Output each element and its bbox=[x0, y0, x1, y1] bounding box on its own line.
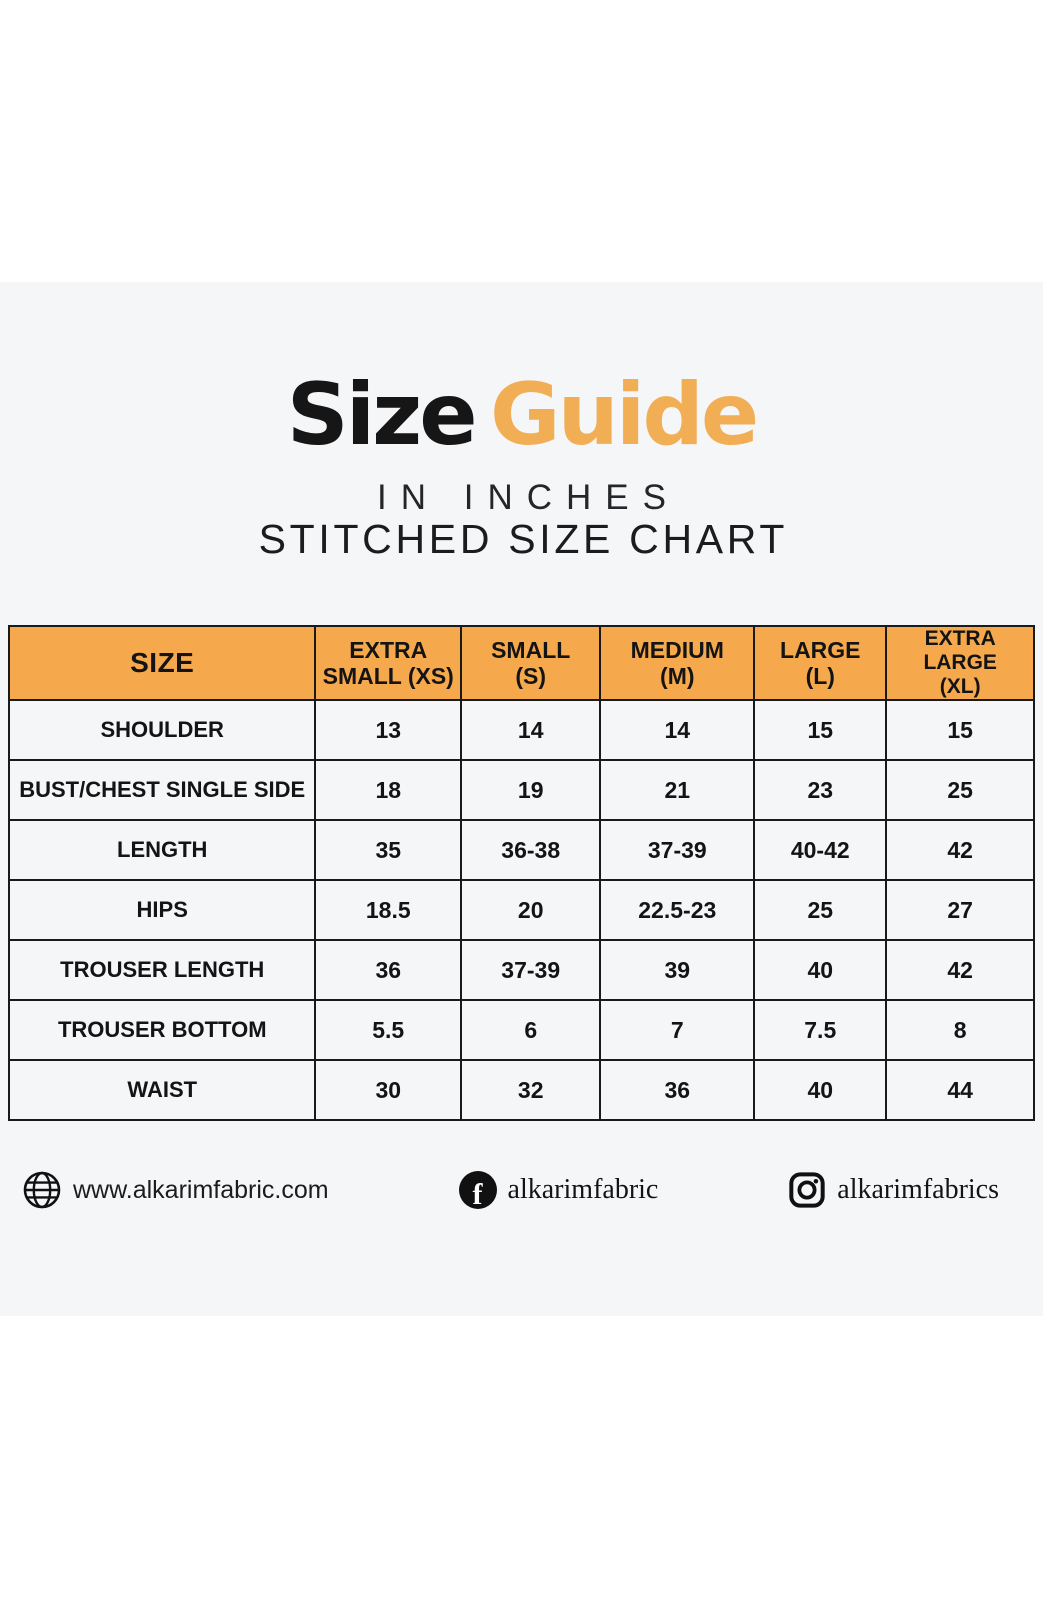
column-header-extra-small: EXTRA SMALL (XS) bbox=[314, 624, 463, 702]
row-label: SHOULDER bbox=[7, 699, 317, 762]
table-cell: 13 bbox=[314, 699, 463, 762]
table-cell: 36-38 bbox=[460, 819, 602, 882]
table-cell: 7 bbox=[599, 999, 756, 1062]
footer-website: www.alkarimfabric.com bbox=[22, 1170, 329, 1210]
column-header-small: SMALL (S) bbox=[460, 624, 602, 702]
subtitle-in-inches: IN INCHES bbox=[377, 478, 680, 517]
globe-icon bbox=[22, 1170, 62, 1210]
table-row-waist: WAIST 30 32 36 40 44 bbox=[7, 1059, 1035, 1122]
table-cell: 42 bbox=[885, 939, 1035, 1002]
table-cell: 18 bbox=[314, 759, 463, 822]
table-cell: 36 bbox=[599, 1059, 756, 1122]
column-header-medium: MEDIUM (M) bbox=[599, 624, 756, 702]
table-cell: 14 bbox=[460, 699, 602, 762]
table-cell: 44 bbox=[885, 1059, 1035, 1122]
facebook-handle: alkarimfabric bbox=[507, 1174, 659, 1205]
table-cell: 42 bbox=[885, 819, 1035, 882]
table-cell: 7.5 bbox=[753, 999, 888, 1062]
table-row-trouser-bottom: TROUSER BOTTOM 5.5 6 7 7.5 8 bbox=[7, 999, 1035, 1062]
instagram-handle: alkarimfabrics bbox=[837, 1174, 999, 1205]
table-cell: 36 bbox=[314, 939, 463, 1002]
table-cell: 22.5-23 bbox=[599, 879, 756, 942]
page-title-orange: Guide bbox=[490, 365, 759, 465]
table-cell: 19 bbox=[460, 759, 602, 822]
page-title-black: Size bbox=[286, 365, 478, 465]
table-cell: 20 bbox=[460, 879, 602, 942]
instagram-icon bbox=[788, 1171, 826, 1209]
table-cell: 6 bbox=[460, 999, 602, 1062]
column-header-large: LARGE (L) bbox=[753, 624, 888, 702]
row-label: LENGTH bbox=[7, 819, 317, 882]
subtitle-stitched-size-chart: STITCHED SIZE CHART bbox=[258, 516, 789, 562]
table-cell: 37-39 bbox=[599, 819, 756, 882]
footer-facebook: f alkarimfabric bbox=[458, 1171, 659, 1209]
table-cell: 40-42 bbox=[753, 819, 888, 882]
table-cell: 32 bbox=[460, 1059, 602, 1122]
row-label: TROUSER BOTTOM bbox=[7, 999, 317, 1062]
table-cell: 40 bbox=[753, 939, 888, 1002]
page-title: Size Guide bbox=[0, 372, 1043, 458]
table-cell: 27 bbox=[885, 879, 1035, 942]
row-label: HIPS bbox=[7, 879, 317, 942]
row-label: WAIST bbox=[7, 1059, 317, 1122]
table-cell: 8 bbox=[885, 999, 1035, 1062]
table-cell: 37-39 bbox=[460, 939, 602, 1002]
table-cell: 35 bbox=[314, 819, 463, 882]
table-cell: 21 bbox=[599, 759, 756, 822]
facebook-icon: f bbox=[458, 1171, 497, 1209]
table-header-row: SIZE EXTRA SMALL (XS) SMALL (S) MEDIUM (… bbox=[7, 624, 1035, 702]
table-row-shoulder: SHOULDER 13 14 14 15 15 bbox=[7, 699, 1035, 762]
table-row-trouser-length: TROUSER LENGTH 36 37-39 39 40 42 bbox=[7, 939, 1035, 1002]
table-row-bust-chest: BUST/CHEST SINGLE SIDE 18 19 21 23 25 bbox=[7, 759, 1035, 822]
footer-instagram: alkarimfabrics bbox=[788, 1171, 999, 1209]
website-url: www.alkarimfabric.com bbox=[73, 1175, 329, 1204]
table-cell: 25 bbox=[885, 759, 1035, 822]
table-cell: 18.5 bbox=[314, 879, 463, 942]
table-cell: 5.5 bbox=[314, 999, 463, 1062]
table-cell: 14 bbox=[599, 699, 756, 762]
footer: www.alkarimfabric.com f alkarimfabric al… bbox=[0, 1160, 1043, 1220]
table-cell: 40 bbox=[753, 1059, 888, 1122]
column-header-size: SIZE bbox=[7, 624, 317, 702]
column-header-extra-large: EXTRA LARGE (XL) bbox=[885, 624, 1035, 702]
row-label: BUST/CHEST SINGLE SIDE bbox=[7, 759, 317, 822]
table-cell: 30 bbox=[314, 1059, 463, 1122]
table-cell: 15 bbox=[885, 699, 1035, 762]
table-cell: 23 bbox=[753, 759, 888, 822]
table-row-length: LENGTH 35 36-38 37-39 40-42 42 bbox=[7, 819, 1035, 882]
size-chart-table: SIZE EXTRA SMALL (XS) SMALL (S) MEDIUM (… bbox=[7, 624, 1035, 1122]
table-cell: 39 bbox=[599, 939, 756, 1002]
table-cell: 15 bbox=[753, 699, 888, 762]
table-cell: 25 bbox=[753, 879, 888, 942]
table-row-hips: HIPS 18.5 20 22.5-23 25 27 bbox=[7, 879, 1035, 942]
facebook-f-glyph: f bbox=[472, 1177, 483, 1209]
row-label: TROUSER LENGTH bbox=[7, 939, 317, 1002]
